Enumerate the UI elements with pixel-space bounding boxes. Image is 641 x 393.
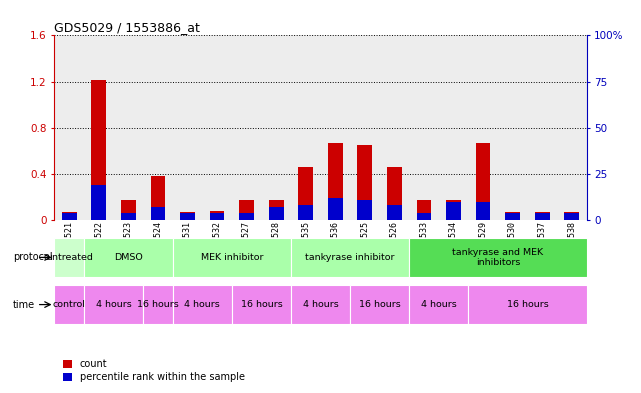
Bar — [262, 35, 291, 220]
Text: control: control — [53, 300, 86, 309]
Bar — [379, 35, 409, 220]
Bar — [54, 238, 84, 277]
Bar — [113, 35, 143, 220]
Bar — [62, 212, 77, 220]
Bar — [409, 238, 587, 277]
Bar — [269, 207, 283, 220]
Text: time: time — [13, 299, 35, 310]
Text: 16 hours: 16 hours — [240, 300, 282, 309]
Text: tankyrase and MEK
inhibitors: tankyrase and MEK inhibitors — [453, 248, 544, 267]
Bar — [84, 238, 172, 277]
Bar — [358, 200, 372, 220]
Bar — [505, 212, 520, 220]
Bar — [121, 200, 136, 220]
Bar — [535, 213, 549, 220]
Bar — [476, 202, 490, 220]
Bar — [358, 145, 372, 220]
Bar — [498, 35, 528, 220]
Bar — [62, 213, 77, 220]
Bar — [350, 285, 409, 324]
Bar — [143, 35, 172, 220]
Bar — [446, 202, 461, 220]
Bar — [232, 35, 262, 220]
Text: protocol: protocol — [13, 252, 53, 263]
Bar — [320, 35, 350, 220]
Bar — [528, 35, 557, 220]
Bar — [151, 176, 165, 220]
Bar — [239, 200, 254, 220]
Bar — [417, 213, 431, 220]
Text: DMSO: DMSO — [114, 253, 143, 262]
Bar — [505, 213, 520, 220]
Text: 4 hours: 4 hours — [185, 300, 220, 309]
Bar — [203, 35, 232, 220]
Text: 16 hours: 16 hours — [506, 300, 548, 309]
Bar — [84, 35, 113, 220]
Bar — [564, 212, 579, 220]
Bar — [239, 213, 254, 220]
Bar — [387, 205, 402, 220]
Bar — [54, 35, 84, 220]
Bar — [92, 81, 106, 220]
Bar — [298, 167, 313, 220]
Bar — [84, 285, 143, 324]
Legend: count, percentile rank within the sample: count, percentile rank within the sample — [60, 356, 249, 386]
Text: 4 hours: 4 hours — [303, 300, 338, 309]
Bar — [409, 35, 438, 220]
Bar — [409, 285, 469, 324]
Bar — [469, 35, 498, 220]
Bar — [54, 285, 84, 324]
Bar — [446, 200, 461, 220]
Bar — [172, 285, 232, 324]
Text: MEK inhibitor: MEK inhibitor — [201, 253, 263, 262]
Bar — [172, 238, 291, 277]
Bar — [328, 143, 343, 220]
Bar — [180, 212, 195, 220]
Bar — [291, 285, 350, 324]
Text: untreated: untreated — [46, 253, 93, 262]
Bar — [328, 198, 343, 220]
Text: tankyrase inhibitor: tankyrase inhibitor — [305, 253, 395, 262]
Bar — [387, 167, 402, 220]
Bar — [557, 35, 587, 220]
Bar — [417, 200, 431, 220]
Bar — [476, 143, 490, 220]
Bar — [564, 213, 579, 220]
Text: 4 hours: 4 hours — [421, 300, 456, 309]
Bar — [151, 207, 165, 220]
Text: 16 hours: 16 hours — [137, 300, 179, 309]
Bar — [180, 213, 195, 220]
Bar — [172, 35, 203, 220]
Bar — [232, 285, 291, 324]
Bar — [469, 285, 587, 324]
Bar — [291, 238, 409, 277]
Bar — [298, 205, 313, 220]
Bar — [269, 200, 283, 220]
Text: GDS5029 / 1553886_at: GDS5029 / 1553886_at — [54, 21, 201, 34]
Bar — [210, 213, 224, 220]
Bar — [438, 35, 469, 220]
Bar — [121, 213, 136, 220]
Bar — [143, 285, 172, 324]
Bar — [92, 185, 106, 220]
Bar — [210, 211, 224, 220]
Bar — [350, 35, 379, 220]
Text: 4 hours: 4 hours — [96, 300, 131, 309]
Bar — [291, 35, 320, 220]
Text: 16 hours: 16 hours — [359, 300, 401, 309]
Bar — [535, 212, 549, 220]
